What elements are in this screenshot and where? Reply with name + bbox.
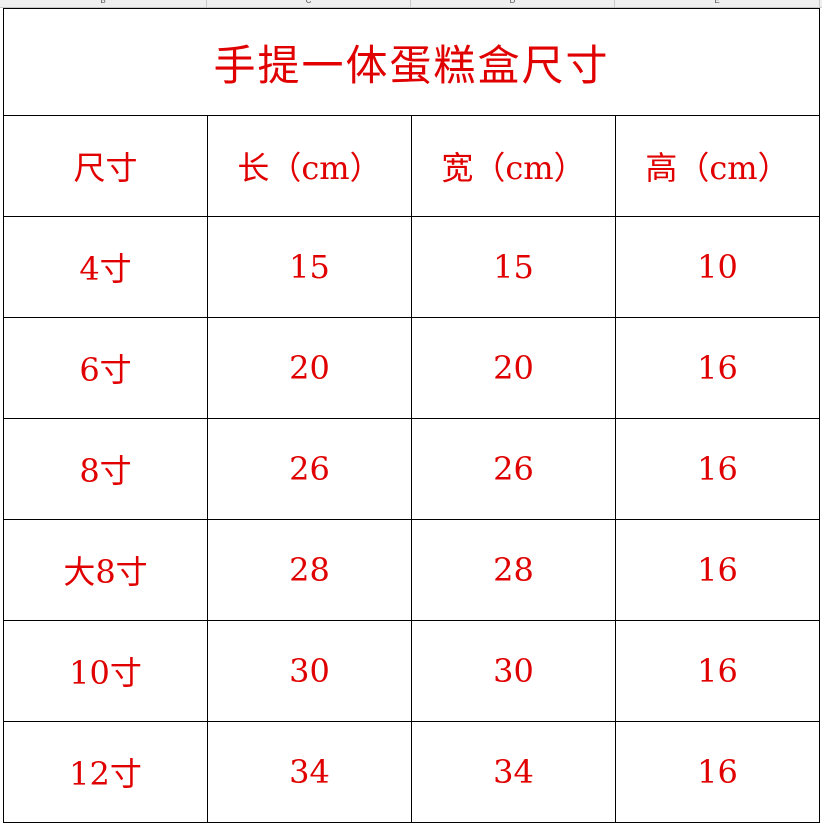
cell-height[interactable]: 16 [615, 721, 820, 823]
cell-size[interactable]: 大8寸 [3, 519, 208, 621]
cell-height[interactable]: 10 [615, 216, 820, 318]
column-header-b[interactable]: B [0, 0, 207, 7]
cell-size[interactable]: 10寸 [3, 620, 208, 722]
cell-length[interactable]: 20 [207, 317, 412, 419]
cell-width[interactable]: 15 [411, 216, 616, 318]
cell-width[interactable]: 30 [411, 620, 616, 722]
cell-width[interactable]: 34 [411, 721, 616, 823]
table-row: 8寸 26 26 16 [3, 418, 820, 520]
table-row: 6寸 20 20 16 [3, 317, 820, 419]
cell-length[interactable]: 15 [207, 216, 412, 318]
cell-size[interactable]: 4寸 [3, 216, 208, 318]
column-header-d[interactable]: D [411, 0, 615, 7]
column-header-e[interactable]: E [615, 0, 820, 7]
header-height[interactable]: 高（cm） [615, 115, 820, 217]
cell-height[interactable]: 16 [615, 418, 820, 520]
table-row: 大8寸 28 28 16 [3, 519, 820, 621]
column-header-bar: B C D E [0, 0, 822, 8]
header-length[interactable]: 长（cm） [207, 115, 412, 217]
cell-length[interactable]: 34 [207, 721, 412, 823]
cell-length[interactable]: 26 [207, 418, 412, 520]
cell-size[interactable]: 12寸 [3, 721, 208, 823]
cell-size[interactable]: 8寸 [3, 418, 208, 520]
header-size[interactable]: 尺寸 [3, 115, 208, 217]
table-row: 10寸 30 30 16 [3, 620, 820, 722]
table-row: 12寸 34 34 16 [3, 721, 820, 823]
cell-size[interactable]: 6寸 [3, 317, 208, 419]
cell-height[interactable]: 16 [615, 317, 820, 419]
table-row: 4寸 15 15 10 [3, 216, 820, 318]
cell-width[interactable]: 28 [411, 519, 616, 621]
header-width[interactable]: 宽（cm） [411, 115, 616, 217]
cell-length[interactable]: 30 [207, 620, 412, 722]
cell-height[interactable]: 16 [615, 620, 820, 722]
table-title[interactable]: 手提一体蛋糕盒尺寸 [3, 8, 820, 116]
column-header-c[interactable]: C [207, 0, 411, 7]
cell-height[interactable]: 16 [615, 519, 820, 621]
cell-length[interactable]: 28 [207, 519, 412, 621]
cell-width[interactable]: 26 [411, 418, 616, 520]
cell-width[interactable]: 20 [411, 317, 616, 419]
size-table: 手提一体蛋糕盒尺寸 尺寸 长（cm） 宽（cm） 高（cm） 4寸 15 15 … [3, 8, 820, 823]
header-row: 尺寸 长（cm） 宽（cm） 高（cm） [3, 115, 820, 217]
